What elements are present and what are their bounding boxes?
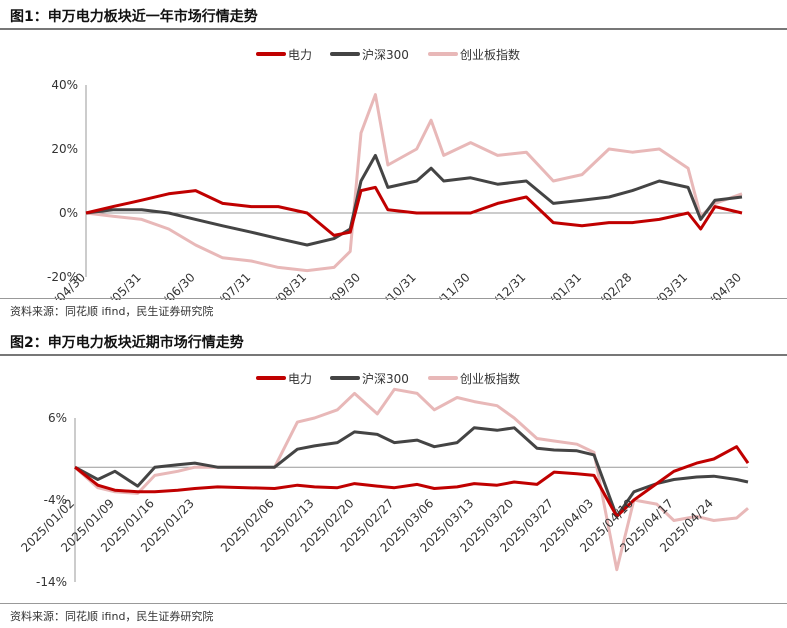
chart-2: 电力 沪深300 创业板指数6%-4%-14%2025/01/022025/01/0… <box>18 371 750 589</box>
figure-2: 图2：申万电力板块近期市场行情走势 电力 沪深300 创业板指数 6% -4% -14% 2… <box>0 320 787 628</box>
y-tick-label: 0% <box>59 206 78 220</box>
x-tick-label: 2024/12/31 <box>470 270 529 300</box>
series-line <box>74 426 749 518</box>
title-rule <box>0 354 787 356</box>
legend-label: 电力 <box>288 372 312 386</box>
y-tick-label: 40% <box>51 78 78 92</box>
series-line <box>85 185 743 237</box>
y-tick-label: -4% <box>44 493 67 507</box>
x-tick-label: 2025/03/31 <box>631 270 690 300</box>
figure-1: 图1：申万电力板块近一年市场行情走势 电力 沪深300 创业板指数 40% 20% 0% -… <box>0 9 787 318</box>
x-tick-label: 2024/07/31 <box>195 270 254 300</box>
x-tick-label: 2024/06/30 <box>139 270 198 300</box>
title-rule <box>0 28 787 30</box>
series-line <box>85 153 743 247</box>
legend-label: 沪深300 <box>362 372 409 386</box>
legend-label: 创业板指数 <box>460 371 520 386</box>
source-note: 资料来源：同花顺 ifind，民生证券研究院 <box>10 610 214 623</box>
figure-title: 图1：申万电力板块近一年市场行情走势 <box>10 9 258 25</box>
series-line <box>74 445 750 518</box>
x-tick-label: 2024/11/30 <box>414 270 473 300</box>
series-line <box>85 93 743 273</box>
chart-1: 电力 沪深300 创业板指数40%20%0%-20%2024/04/302024/0… <box>29 47 744 300</box>
series-line <box>73 387 749 572</box>
source-rule <box>0 603 787 604</box>
x-tick-label: 2024/09/30 <box>304 270 363 300</box>
x-tick-label: 2024/10/31 <box>360 270 419 300</box>
y-tick-label: 6% <box>48 411 67 425</box>
source-note: 资料来源：同花顺 ifind，民生证券研究院 <box>10 305 214 318</box>
x-tick-label: 2025/01/31 <box>525 270 584 300</box>
x-tick-label: 2024/08/31 <box>250 270 309 300</box>
y-tick-label: -20% <box>47 270 78 284</box>
x-tick-label: 2025/04/30 <box>685 270 744 300</box>
figure-title: 图2：申万电力板块近期市场行情走势 <box>10 335 244 351</box>
source-rule <box>0 298 787 299</box>
x-tick-label: 2025/02/28 <box>576 270 635 300</box>
legend-label: 电力 <box>288 48 312 62</box>
y-tick-label: -14% <box>36 575 67 589</box>
y-tick-label: 20% <box>51 142 78 156</box>
x-tick-label: 2024/05/31 <box>85 270 144 300</box>
legend: 电力 沪深300 创业板指数 <box>256 371 520 386</box>
legend-label: 沪深300 <box>362 48 409 62</box>
legend: 电力 沪深300 创业板指数 <box>256 47 520 62</box>
legend-label: 创业板指数 <box>460 47 520 62</box>
